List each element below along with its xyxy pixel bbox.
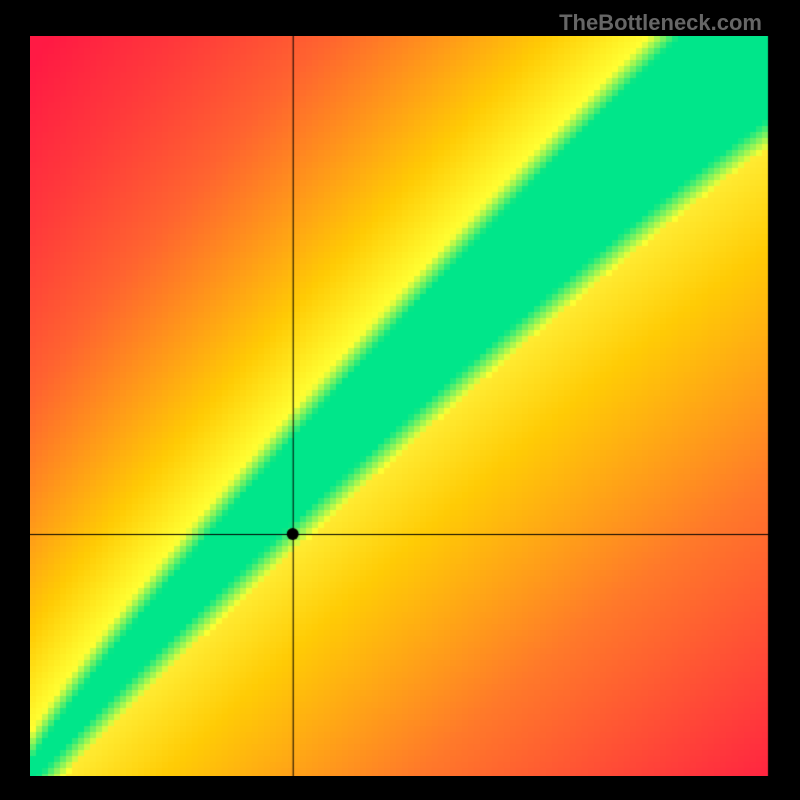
heatmap-canvas: [30, 36, 770, 776]
watermark-text: TheBottleneck.com: [559, 10, 762, 36]
bottleneck-heatmap: [30, 36, 770, 776]
